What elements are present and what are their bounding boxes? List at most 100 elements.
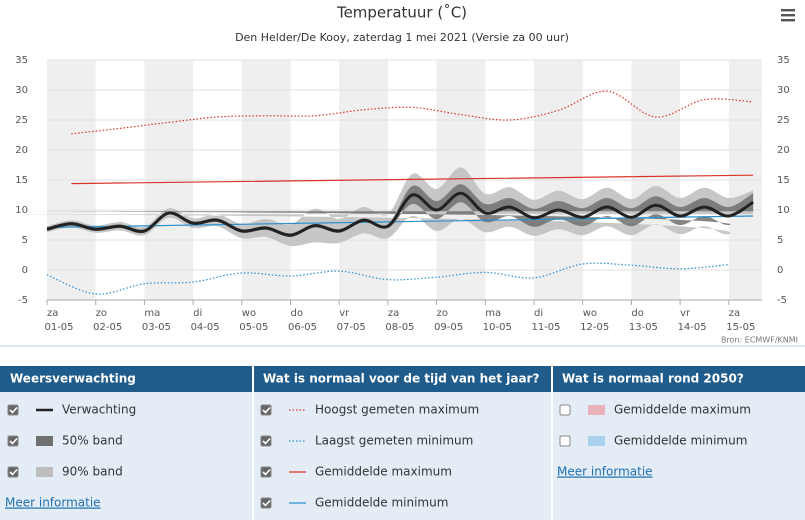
x-tick-label: 08-05 bbox=[385, 322, 414, 333]
line bbox=[71, 90, 754, 135]
checkbox bbox=[7, 435, 19, 447]
x-tick-label: 02-05 bbox=[93, 322, 122, 333]
x-tick-label: 01-05 bbox=[44, 322, 73, 333]
x-tick-label: 15-05 bbox=[726, 322, 755, 333]
more-info-link[interactable]: Meer informatie bbox=[5, 496, 101, 510]
legend-item[interactable]: Gemiddelde maximum bbox=[559, 403, 751, 417]
legend-label: Laagst gemeten minimum bbox=[315, 434, 473, 448]
y2-tick-label: 10 bbox=[777, 205, 790, 216]
legend-label: Gemiddelde minimum bbox=[614, 434, 747, 448]
legend-label: Hoogst gemeten maximum bbox=[315, 403, 479, 417]
more-info-link[interactable]: Meer informatie bbox=[557, 465, 653, 479]
x-tick-label: 12-05 bbox=[580, 322, 609, 333]
x-tick-label: 05-05 bbox=[239, 322, 268, 333]
checkmark bbox=[262, 406, 271, 414]
legend-item[interactable]: Gemiddelde minimum bbox=[260, 496, 448, 510]
legend-item[interactable]: Verwachting bbox=[7, 403, 136, 417]
y2-tick-label: 30 bbox=[777, 85, 790, 96]
checkbox bbox=[260, 466, 272, 478]
y-tick-label: 35 bbox=[15, 55, 28, 66]
legend-swatch bbox=[36, 467, 53, 477]
group-title: Wat is normaal voor de tijd van het jaar… bbox=[263, 372, 539, 386]
group-title: Wat is normaal rond 2050? bbox=[562, 372, 744, 386]
x-tick-weekday: di bbox=[193, 308, 202, 319]
x-tick-label: 06-05 bbox=[288, 322, 317, 333]
legend: Weersverwachting Verwachting 50% band 90% b… bbox=[5, 366, 751, 520]
menu-button[interactable] bbox=[781, 9, 795, 22]
chart-title: Temperatuur (˚C) bbox=[336, 4, 467, 22]
legend-label: Gemiddelde maximum bbox=[315, 465, 452, 479]
checkbox bbox=[7, 466, 19, 478]
x-tick-weekday: wo bbox=[242, 308, 256, 319]
y-tick-label: 25 bbox=[15, 115, 28, 126]
menu-bar bbox=[781, 19, 795, 22]
legend-label: Gemiddelde maximum bbox=[614, 403, 751, 417]
y-tick-label: 5 bbox=[22, 235, 28, 246]
band bbox=[0, 184, 754, 238]
x-tick-weekday: do bbox=[631, 308, 643, 319]
menu-bar bbox=[781, 9, 795, 12]
legend-item[interactable]: Gemiddelde minimum bbox=[559, 434, 747, 448]
x-tick-weekday: ma bbox=[485, 308, 501, 319]
y-tick-label: 0 bbox=[22, 265, 28, 276]
y-tick-label: 30 bbox=[15, 85, 28, 96]
x-tick-weekday: zo bbox=[437, 308, 448, 319]
x-tick-weekday: zo bbox=[96, 308, 107, 319]
checkbox bbox=[260, 497, 272, 509]
y-tick-label: 20 bbox=[15, 145, 28, 156]
x-tick-weekday: di bbox=[534, 308, 543, 319]
y2-tick-label: 20 bbox=[777, 145, 790, 156]
legend-item[interactable]: Gemiddelde maximum bbox=[260, 465, 452, 479]
legend-item[interactable]: Laagst gemeten minimum bbox=[260, 434, 473, 448]
x-tick-weekday: vr bbox=[680, 308, 691, 319]
chart-subtitle: Den Helder/De Kooy, zaterdag 1 mei 2021 … bbox=[235, 31, 569, 44]
x-tick-label: 11-05 bbox=[531, 322, 560, 333]
y2-tick-label: 25 bbox=[777, 115, 790, 126]
checkbox bbox=[559, 404, 571, 416]
legend-label: Gemiddelde minimum bbox=[315, 496, 448, 510]
y2-tick-label: -5 bbox=[777, 295, 787, 306]
y2-tick-label: 5 bbox=[777, 235, 783, 246]
menu-bar bbox=[781, 14, 795, 17]
legend-item[interactable]: 90% band bbox=[7, 465, 123, 479]
checkbox bbox=[559, 435, 571, 447]
line bbox=[46, 262, 729, 295]
checkmark bbox=[9, 406, 18, 414]
legend-item[interactable]: 50% band bbox=[7, 434, 123, 448]
source: Bron: ECMWF/KNMI bbox=[721, 336, 798, 345]
x-tick-label: 13-05 bbox=[629, 322, 658, 333]
legend-swatch bbox=[36, 436, 53, 446]
legend-body bbox=[0, 392, 805, 520]
y2-tick-label: 35 bbox=[777, 55, 790, 66]
legend-header bbox=[0, 366, 805, 392]
x-tick-weekday: za bbox=[47, 308, 58, 319]
x-tick-label: 14-05 bbox=[678, 322, 707, 333]
legend-swatch bbox=[588, 405, 605, 415]
legend-label: 50% band bbox=[62, 434, 123, 448]
legend-swatch bbox=[588, 436, 605, 446]
legend-label: 90% band bbox=[62, 465, 123, 479]
checkbox bbox=[260, 435, 272, 447]
checkmark bbox=[262, 468, 271, 476]
x-tick-label: 04-05 bbox=[191, 322, 220, 333]
checkbox bbox=[7, 404, 19, 416]
x-tick-weekday: do bbox=[291, 308, 303, 319]
x-tick-weekday: vr bbox=[339, 308, 350, 319]
checkmark bbox=[9, 468, 18, 476]
y2-tick-label: 15 bbox=[777, 175, 790, 186]
y-tick-label: 10 bbox=[15, 205, 28, 216]
x-tick-label: 07-05 bbox=[337, 322, 366, 333]
legend-label: Verwachting bbox=[62, 403, 136, 417]
band bbox=[0, 167, 754, 247]
group-title: Weersverwachting bbox=[10, 372, 136, 386]
plot: za 01-05 zo 02-05 ma 03-05 di 04-05 wo 05-05 do 06-… bbox=[0, 55, 790, 333]
x-tick-weekday: wo bbox=[583, 308, 597, 319]
checkmark bbox=[9, 437, 18, 445]
x-tick-weekday: za bbox=[388, 308, 399, 319]
checkmark bbox=[262, 437, 271, 445]
y-tick-label: 15 bbox=[15, 175, 28, 186]
checkmark bbox=[262, 499, 271, 507]
x-tick-weekday: za bbox=[729, 308, 740, 319]
legend-item[interactable]: Hoogst gemeten maximum bbox=[260, 403, 479, 417]
